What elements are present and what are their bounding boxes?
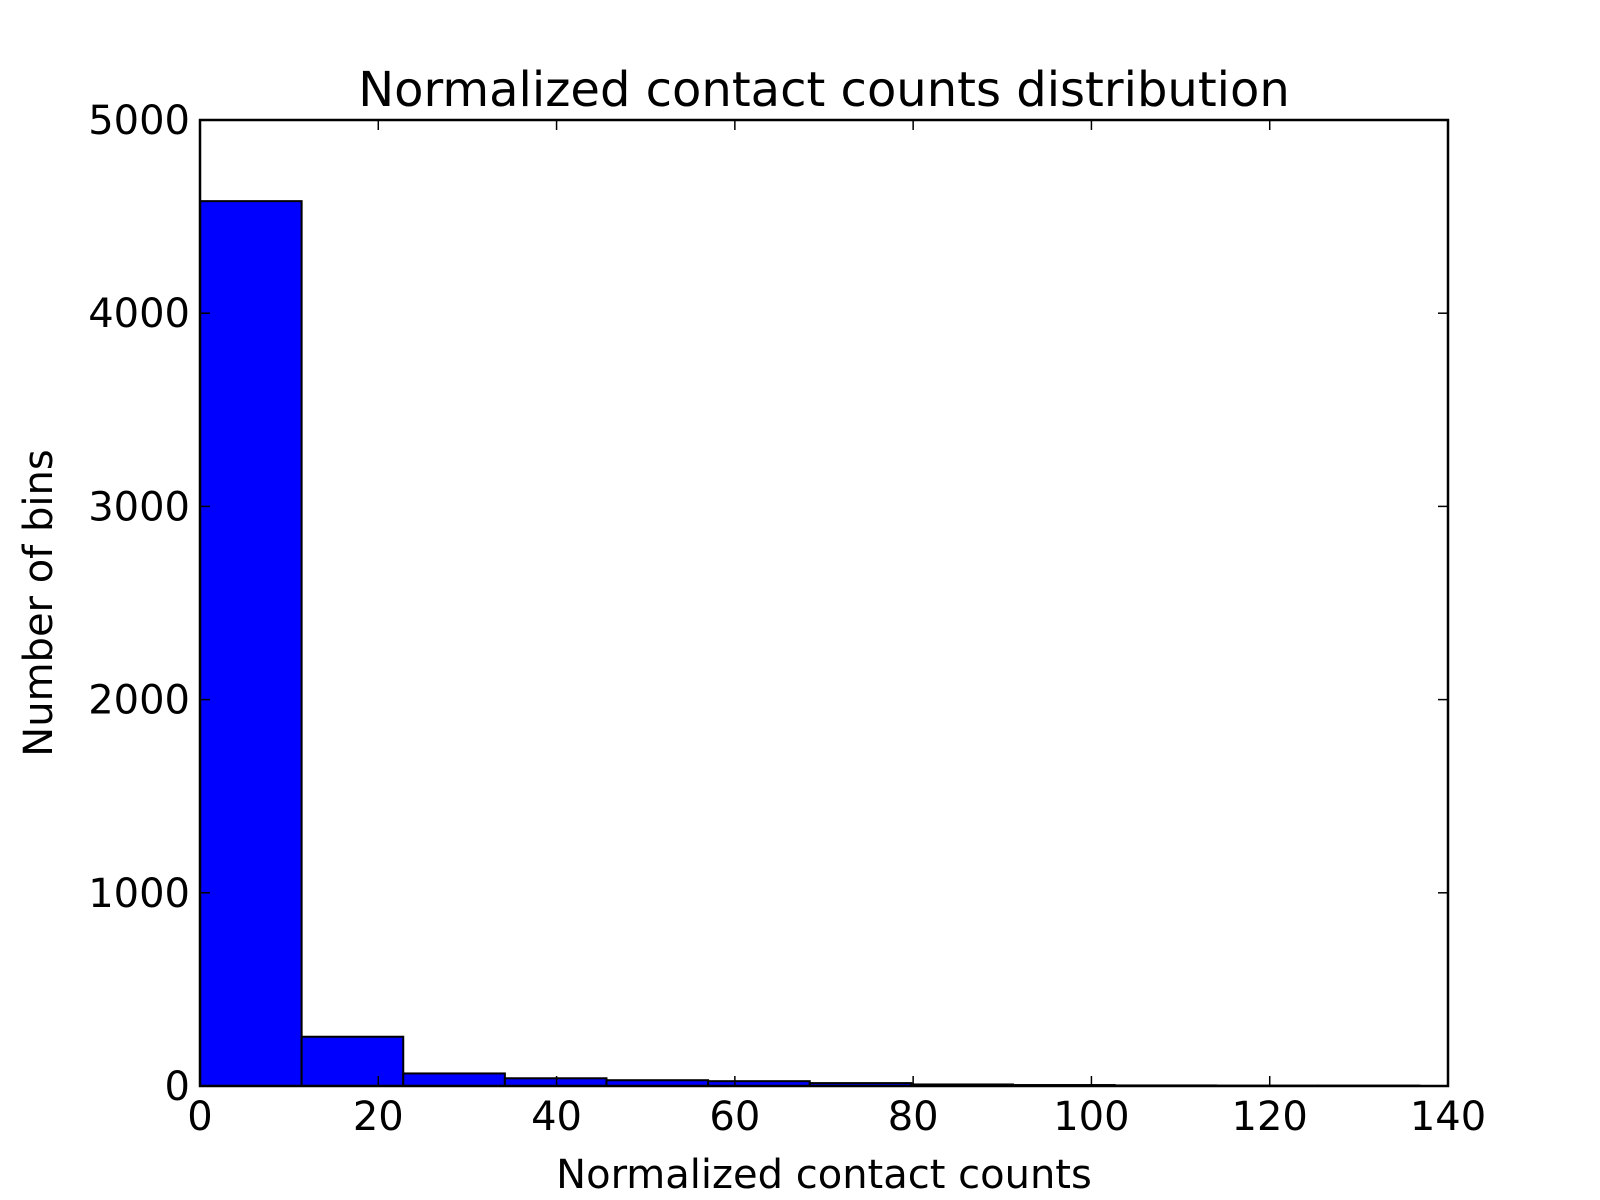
x-axis-title: Normalized contact counts bbox=[556, 1152, 1092, 1198]
y-tick-label: 2000 bbox=[88, 678, 190, 724]
histogram-bar bbox=[200, 201, 302, 1086]
x-tick-label: 20 bbox=[353, 1094, 404, 1140]
x-tick-label: 40 bbox=[531, 1094, 582, 1140]
x-tick-label: 120 bbox=[1232, 1094, 1308, 1140]
y-tick-label: 4000 bbox=[88, 291, 190, 337]
chart-title: Normalized contact counts distribution bbox=[358, 62, 1290, 118]
x-tick-label: 80 bbox=[888, 1094, 939, 1140]
y-tick-label: 5000 bbox=[88, 98, 190, 144]
y-axis-title: Number of bins bbox=[16, 449, 62, 756]
y-tick-label: 0 bbox=[165, 1064, 190, 1110]
x-tick-label: 100 bbox=[1053, 1094, 1129, 1140]
histogram-bar bbox=[403, 1073, 505, 1086]
histogram-bar bbox=[302, 1037, 404, 1086]
y-tick-label: 3000 bbox=[88, 484, 190, 530]
x-tick-label: 140 bbox=[1410, 1094, 1486, 1140]
x-tick-label: 60 bbox=[709, 1094, 760, 1140]
y-tick-label: 1000 bbox=[88, 871, 190, 917]
x-tick-label: 0 bbox=[187, 1094, 212, 1140]
